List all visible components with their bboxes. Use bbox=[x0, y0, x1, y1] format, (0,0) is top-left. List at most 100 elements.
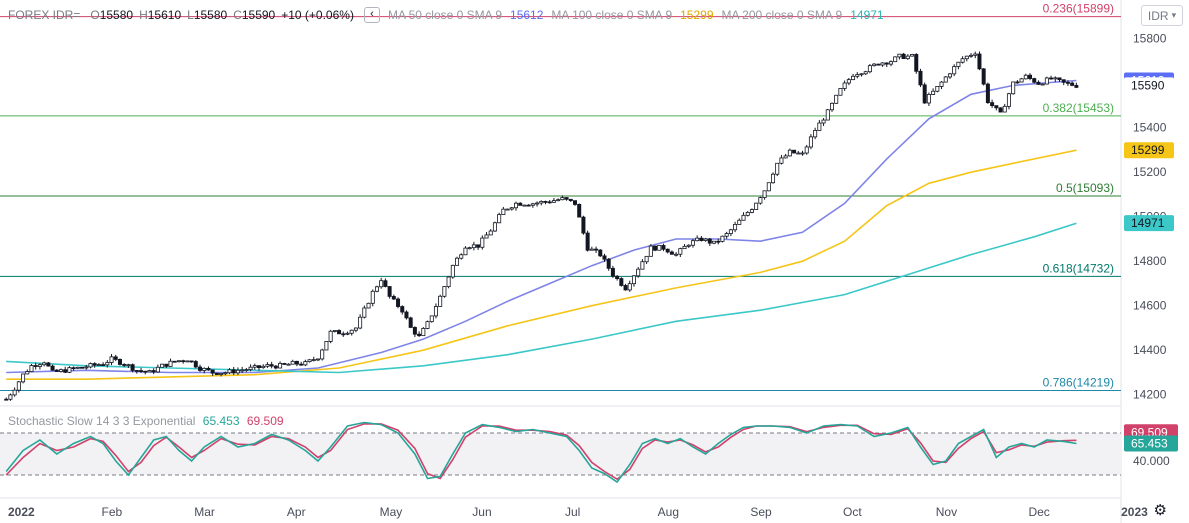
candle-body bbox=[202, 367, 207, 371]
candle-body bbox=[29, 365, 34, 372]
time-tick-label: Feb bbox=[102, 505, 123, 519]
candle-body bbox=[572, 200, 577, 205]
candle-body bbox=[813, 130, 818, 138]
ma200-label[interactable]: MA 200 close 0 SMA 9 bbox=[721, 8, 843, 22]
candle-body bbox=[143, 370, 148, 373]
ma-line bbox=[6, 149, 1077, 380]
candle-body bbox=[261, 365, 266, 368]
candle-body bbox=[113, 356, 118, 360]
candle-body bbox=[257, 365, 262, 368]
candle-body bbox=[661, 245, 666, 250]
candle-body bbox=[690, 240, 695, 246]
candle-body bbox=[455, 257, 460, 266]
candle-body bbox=[429, 315, 434, 323]
candle-body bbox=[674, 253, 679, 256]
candle-body bbox=[467, 247, 472, 250]
candle-body bbox=[876, 63, 881, 66]
candle-body bbox=[846, 79, 851, 84]
symbol-label[interactable]: FOREX IDR= bbox=[8, 8, 81, 22]
price-tick-label: 15400 bbox=[1133, 121, 1167, 135]
close-value: 15590 bbox=[241, 8, 276, 22]
candle-body bbox=[480, 237, 485, 248]
candle-body bbox=[37, 364, 42, 367]
candle-body bbox=[151, 370, 156, 373]
candle-body bbox=[699, 237, 704, 241]
candle-body bbox=[1011, 81, 1016, 95]
candle-body bbox=[863, 71, 868, 75]
candle-body bbox=[762, 190, 767, 198]
candle-body bbox=[640, 261, 645, 270]
candle-body bbox=[21, 373, 26, 383]
candle-body bbox=[417, 333, 422, 337]
ma100-label[interactable]: MA 100 close 0 SMA 9 bbox=[551, 8, 673, 22]
chevron-left-icon[interactable]: ‹ bbox=[363, 7, 380, 23]
candle-body bbox=[206, 367, 211, 371]
candle-body bbox=[130, 364, 135, 371]
candle-body bbox=[564, 197, 569, 200]
time-tick-label: Sep bbox=[750, 505, 772, 519]
candle-body bbox=[716, 240, 721, 243]
price-label-box bbox=[1124, 215, 1174, 232]
candle-body bbox=[728, 229, 733, 234]
candle-body bbox=[332, 330, 337, 332]
candle-body bbox=[1074, 85, 1079, 88]
candle-body bbox=[71, 367, 76, 370]
candle-body bbox=[223, 372, 228, 375]
candle-body bbox=[438, 295, 443, 307]
candle-body bbox=[631, 275, 636, 285]
candle-body bbox=[46, 362, 51, 367]
candle-body bbox=[598, 249, 603, 257]
candle-body bbox=[943, 76, 948, 83]
stochastic-label[interactable]: Stochastic Slow 14 3 3 Exponential bbox=[8, 414, 196, 428]
stochastic-k-value: 65.453 bbox=[202, 414, 240, 428]
time-tick-label: Jul bbox=[565, 505, 580, 519]
candle-body bbox=[484, 234, 489, 239]
open-value: 15580 bbox=[99, 8, 134, 22]
candle-body bbox=[653, 245, 658, 251]
candle-body bbox=[657, 245, 662, 251]
candle-body bbox=[556, 199, 561, 202]
candle-body bbox=[244, 369, 249, 371]
candle-body bbox=[610, 267, 615, 277]
candle-body bbox=[240, 369, 245, 372]
candle-body bbox=[117, 359, 122, 365]
candle-body bbox=[644, 255, 649, 263]
currency-button[interactable]: IDR ▾ bbox=[1141, 5, 1183, 26]
candle-body bbox=[501, 208, 506, 215]
candle-body bbox=[126, 364, 131, 367]
ma50-label[interactable]: MA 50 close 0 SMA 9 bbox=[387, 8, 503, 22]
candle-body bbox=[1044, 77, 1049, 85]
candle-body bbox=[829, 102, 834, 111]
candle-body bbox=[834, 94, 839, 104]
candle-body bbox=[964, 55, 969, 60]
gear-icon[interactable]: ⚙ bbox=[1153, 502, 1167, 519]
candle-body bbox=[842, 82, 847, 89]
candle-body bbox=[648, 245, 653, 257]
candle-body bbox=[838, 88, 843, 96]
candle-body bbox=[724, 233, 729, 237]
candle-body bbox=[804, 146, 809, 154]
stochastic-header: Stochastic Slow 14 3 3 Exponential 65.45… bbox=[8, 414, 284, 428]
candle-body bbox=[615, 275, 620, 279]
fib-label: 0.786(14219) bbox=[1043, 376, 1114, 390]
candle-body bbox=[50, 365, 55, 371]
candle-body bbox=[825, 109, 830, 121]
candle-body bbox=[733, 224, 738, 231]
candle-body bbox=[374, 286, 379, 292]
candle-body bbox=[872, 63, 877, 67]
candle-body bbox=[947, 73, 952, 78]
stochastic-k-label-box bbox=[1124, 435, 1178, 452]
candle-body bbox=[678, 248, 683, 255]
fib-label: 0.382(15453) bbox=[1043, 101, 1114, 115]
candle-body bbox=[497, 214, 502, 224]
candle-body bbox=[1057, 77, 1062, 81]
candle-body bbox=[1023, 74, 1028, 80]
candle-body bbox=[897, 53, 902, 58]
candle-body bbox=[922, 84, 927, 104]
candle-body bbox=[960, 58, 965, 63]
candle-body bbox=[155, 366, 160, 373]
candle-body bbox=[543, 201, 548, 203]
candle-body bbox=[771, 173, 776, 184]
candle-body bbox=[884, 62, 889, 65]
